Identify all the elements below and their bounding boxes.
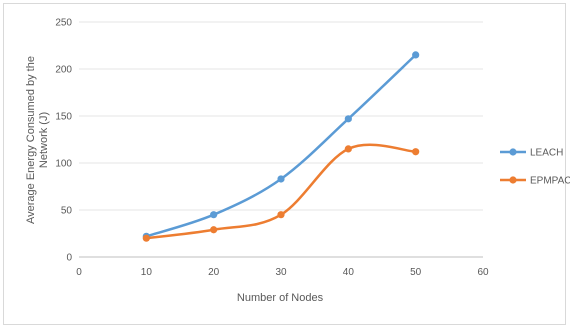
x-tick-label: 50 [410, 267, 422, 278]
x-axis-title: Number of Nodes [237, 292, 324, 304]
gridlines [79, 21, 483, 211]
y-tick-label: 150 [55, 112, 72, 123]
data-point-leach [277, 175, 285, 183]
data-point-leach [210, 211, 218, 219]
x-tick-label: 20 [208, 267, 220, 278]
x-tick-label: 10 [141, 267, 153, 278]
series-points [142, 51, 420, 242]
data-point-epmpac [344, 145, 352, 153]
y-tick-label: 0 [66, 253, 72, 264]
y-tick-label: 200 [55, 65, 72, 76]
data-point-epmpac [142, 234, 150, 242]
chart-frame [3, 3, 566, 325]
data-point-leach [412, 51, 420, 59]
x-tick-label: 60 [477, 267, 489, 278]
data-point-epmpac [412, 148, 420, 156]
x-tick-label: 30 [275, 267, 287, 278]
y-axis-title-line: Average Energy Consumed by the [25, 56, 37, 224]
series-lines [145, 53, 417, 240]
x-tick-label: 0 [76, 267, 82, 278]
legend: LEACH EPMPAC [500, 148, 570, 187]
legend-swatch-marker [509, 148, 517, 156]
axes: 0 50 100 150 200 250 0 10 20 30 40 50 60 [55, 18, 489, 279]
x-tick-label: 40 [343, 267, 355, 278]
legend-label: EPMPAC [530, 176, 570, 187]
y-tick-label: 100 [55, 159, 72, 170]
legend-label: LEACH [530, 148, 563, 159]
y-axis-title-line: Network (J) [38, 112, 50, 168]
data-point-epmpac [277, 211, 285, 219]
data-point-epmpac [210, 226, 218, 234]
legend-swatch-marker [509, 176, 517, 184]
y-tick-label: 50 [61, 206, 73, 217]
y-axis-title: Average Energy Consumed by theNetwork (J… [25, 56, 50, 224]
y-tick-label: 250 [55, 18, 72, 29]
data-point-leach [344, 115, 352, 123]
